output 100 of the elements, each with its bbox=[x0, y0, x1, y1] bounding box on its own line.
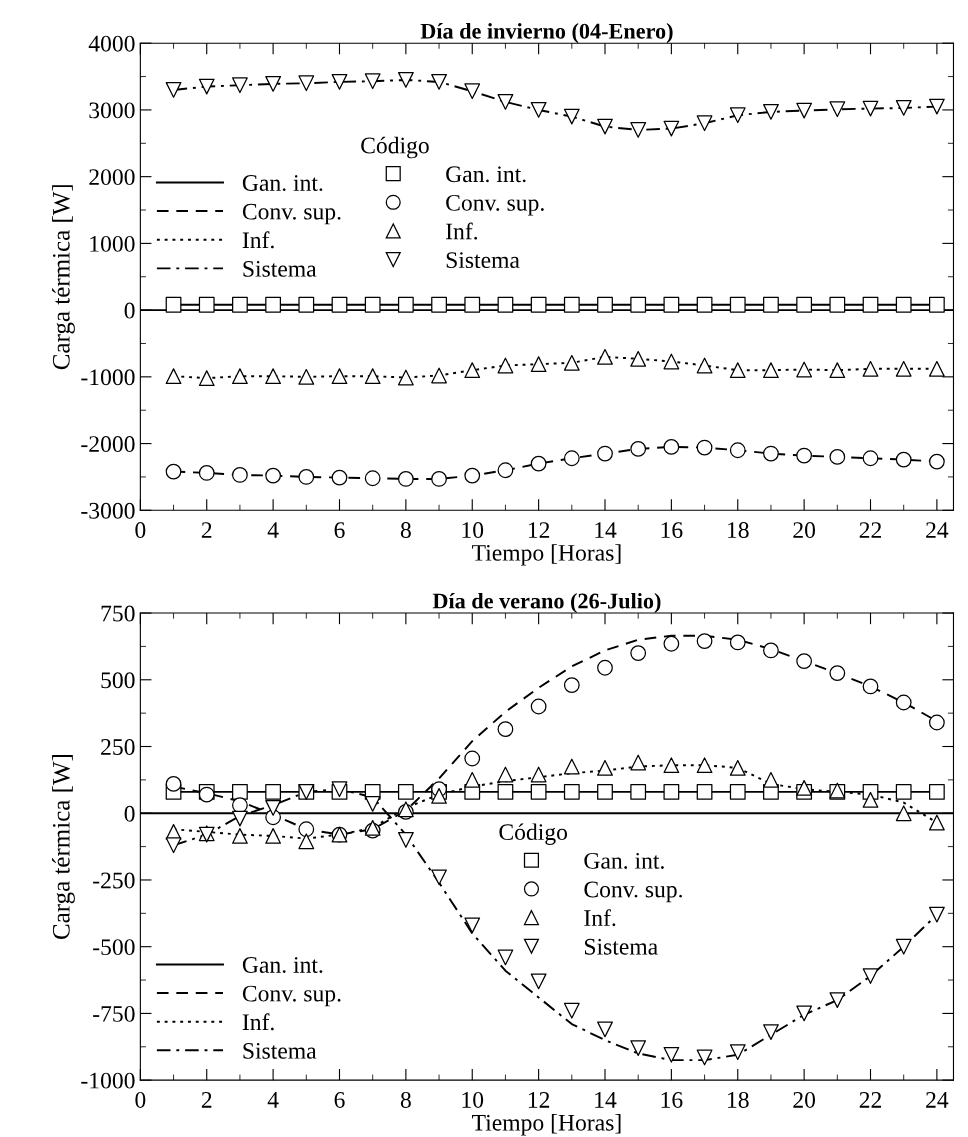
point bbox=[198, 296, 215, 313]
point bbox=[895, 360, 912, 377]
point bbox=[431, 296, 447, 313]
point bbox=[696, 357, 713, 374]
legend-label: Conv. sup. bbox=[584, 881, 682, 903]
point bbox=[928, 453, 945, 470]
point bbox=[630, 440, 647, 457]
point bbox=[530, 356, 547, 373]
point bbox=[198, 78, 215, 95]
point bbox=[796, 296, 813, 313]
point bbox=[829, 665, 846, 682]
point bbox=[729, 442, 746, 459]
point bbox=[862, 360, 879, 377]
point bbox=[464, 296, 481, 313]
point bbox=[630, 122, 647, 138]
y-tick-label: 2000 bbox=[89, 169, 135, 186]
x-tick-label: 22 bbox=[859, 522, 882, 538]
point bbox=[829, 449, 846, 465]
x-tick-label: 16 bbox=[661, 522, 683, 539]
point bbox=[530, 766, 547, 783]
x-tick-label: 14 bbox=[595, 522, 617, 538]
point bbox=[597, 445, 613, 462]
point bbox=[862, 678, 879, 695]
point bbox=[563, 108, 580, 125]
point bbox=[563, 354, 580, 371]
legend-label: Conv. sup. bbox=[242, 203, 341, 225]
point bbox=[232, 77, 248, 94]
point bbox=[530, 455, 547, 472]
point bbox=[928, 98, 945, 115]
x-tick-label: 20 bbox=[793, 522, 816, 539]
point bbox=[663, 783, 680, 800]
y-tick-label: -500 bbox=[93, 939, 135, 956]
point bbox=[464, 467, 481, 484]
point bbox=[696, 115, 713, 132]
point bbox=[530, 296, 547, 313]
point bbox=[530, 973, 547, 990]
x-tick-label: 8 bbox=[400, 522, 411, 539]
point bbox=[763, 104, 779, 120]
point bbox=[763, 642, 779, 659]
point bbox=[331, 368, 348, 385]
point bbox=[928, 814, 945, 831]
point bbox=[232, 467, 248, 483]
point bbox=[796, 102, 813, 119]
point bbox=[895, 451, 912, 468]
x-tick-label: 12 bbox=[528, 1092, 550, 1108]
x-tick-label: 20 bbox=[793, 1091, 816, 1108]
x-tick-label: 6 bbox=[334, 522, 345, 539]
point bbox=[497, 783, 514, 800]
legend-title: Código bbox=[499, 823, 568, 845]
x-axis-title: Tiempo [Horas] bbox=[472, 1114, 621, 1136]
y-tick-label: 500 bbox=[101, 672, 135, 689]
point bbox=[796, 1005, 813, 1022]
y-axis-title: Carga térmica [W] bbox=[52, 185, 75, 370]
point bbox=[431, 367, 447, 384]
point bbox=[298, 833, 315, 850]
point bbox=[895, 783, 912, 800]
point bbox=[796, 653, 813, 670]
point bbox=[696, 439, 713, 456]
x-tick-label: 6 bbox=[334, 1092, 345, 1108]
point bbox=[729, 634, 746, 651]
point bbox=[265, 783, 282, 800]
point bbox=[663, 353, 680, 370]
point bbox=[763, 445, 779, 462]
point bbox=[928, 906, 945, 923]
point bbox=[630, 350, 647, 367]
y-tick-label: 0 bbox=[124, 302, 135, 319]
x-tick-label: 8 bbox=[400, 1091, 411, 1108]
point bbox=[397, 832, 414, 848]
y-tick-label: -1000 bbox=[81, 369, 135, 386]
x-tick-label: 24 bbox=[926, 1092, 949, 1108]
legend-label: Sistema bbox=[584, 938, 658, 955]
point bbox=[232, 368, 248, 385]
point bbox=[331, 469, 348, 486]
legend-label: Inf. bbox=[242, 1013, 274, 1031]
x-tick-label: 0 bbox=[135, 1091, 146, 1108]
point bbox=[895, 100, 912, 116]
point bbox=[198, 465, 215, 481]
x-tick-label: 4 bbox=[267, 1092, 279, 1108]
legend-label: Sistema bbox=[243, 1042, 317, 1059]
legend-label: Gan. int. bbox=[242, 175, 323, 192]
point bbox=[597, 118, 613, 135]
point bbox=[530, 783, 547, 800]
point bbox=[829, 296, 846, 313]
legend-label: Gan. int. bbox=[584, 852, 664, 869]
point bbox=[397, 71, 414, 88]
point bbox=[696, 296, 713, 313]
point bbox=[862, 968, 879, 984]
point bbox=[663, 438, 680, 455]
legend-label: Conv. sup. bbox=[242, 985, 341, 1007]
legend-label: Gan. int. bbox=[446, 166, 526, 183]
point bbox=[464, 83, 481, 100]
x-tick-label: 2 bbox=[201, 1092, 212, 1108]
point bbox=[563, 296, 580, 313]
point bbox=[431, 471, 447, 487]
x-tick-label: 10 bbox=[462, 522, 484, 539]
y-tick-label: 4000 bbox=[88, 35, 135, 52]
point bbox=[165, 463, 182, 480]
point bbox=[763, 771, 779, 788]
chart-title: Día de verano (26-Julio) bbox=[432, 592, 661, 614]
point bbox=[364, 296, 381, 313]
